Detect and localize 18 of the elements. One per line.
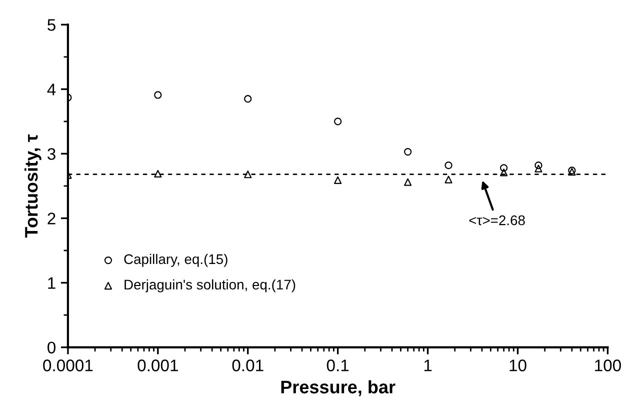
y-tick-label: 1	[48, 277, 56, 289]
y-axis-title: Tortuosity, τ	[24, 134, 42, 238]
y-tick-label: 3	[48, 148, 56, 160]
y-tick-label: 2	[48, 212, 56, 224]
annotation: <τ>=2.68	[469, 215, 525, 226]
x-tick-label: 10	[510, 360, 526, 372]
x-tick-label: 0.01	[232, 360, 264, 372]
legend-label: Derjaguin's solution, eq.(17)	[124, 279, 296, 292]
x-axis-title: Pressure, bar	[281, 380, 396, 396]
y-tick-label: 5	[48, 19, 56, 31]
y-tick-label: 4	[47, 84, 56, 96]
x-tick-label: 0.0001	[43, 360, 93, 372]
y-tick-label: 0	[48, 342, 56, 354]
x-tick-label: 0.1	[326, 360, 349, 372]
x-tick-label: 0.001	[138, 360, 178, 372]
x-tick-label: 1	[424, 360, 432, 372]
legend-label: Capillary, eq.(15)	[124, 254, 228, 267]
x-tick-label: 100	[595, 360, 621, 372]
